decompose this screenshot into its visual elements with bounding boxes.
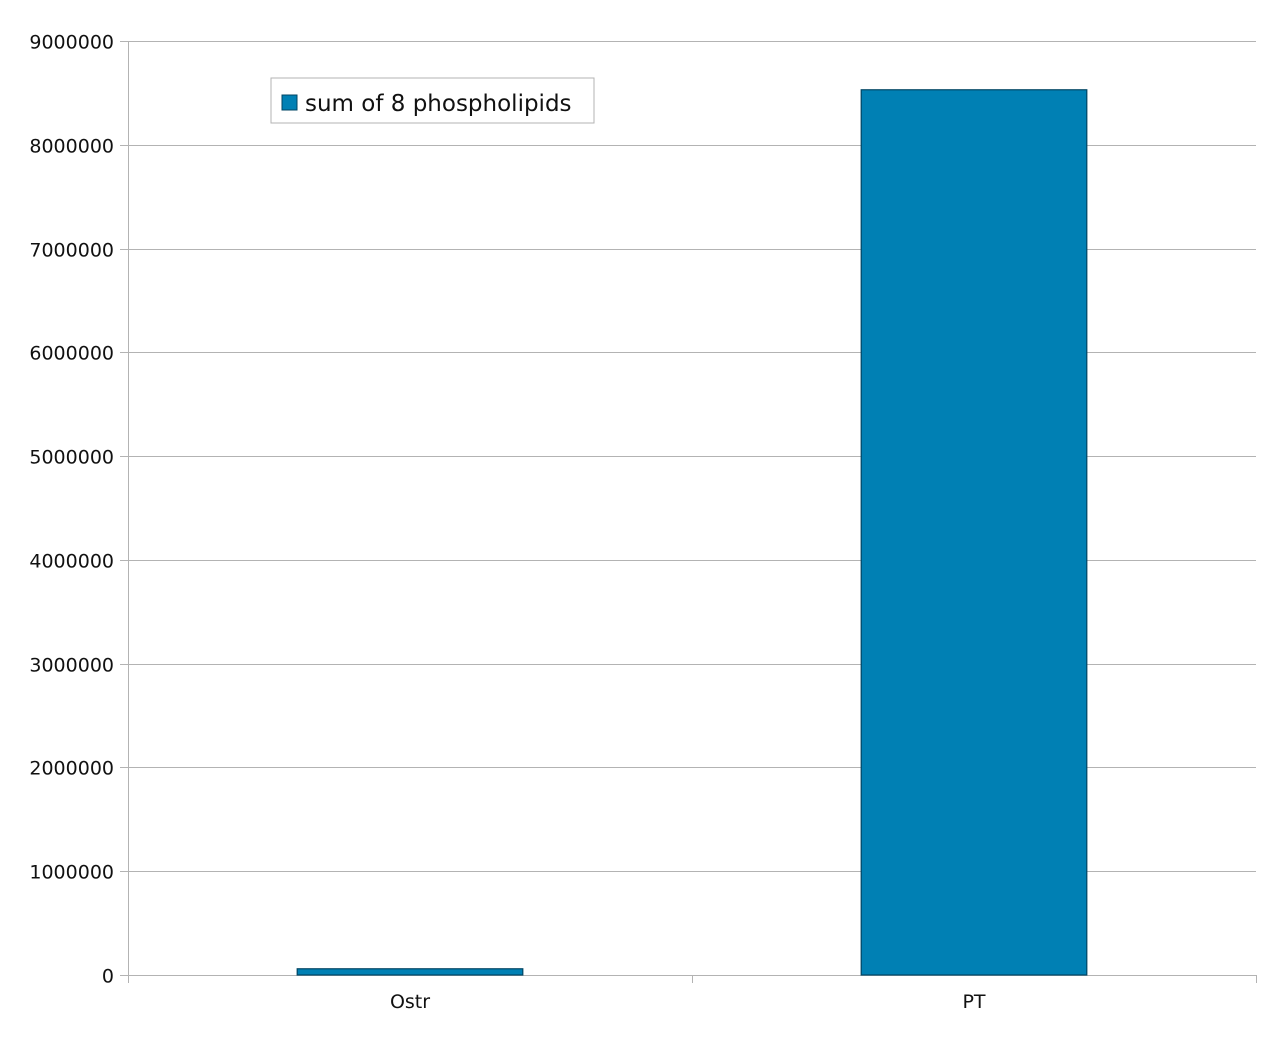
legend-box [270,77,595,124]
y-tick-label: 0 [102,966,114,988]
y-tick-label: 4000000 [29,551,114,573]
y-tick-label: 7000000 [29,240,114,262]
axes [128,41,1257,983]
bar-pt [860,89,1088,976]
legend-label: sum of 8 phospholipids [305,91,572,117]
y-tick-label: 6000000 [29,343,114,365]
y-tick-label: 8000000 [29,136,114,158]
y-tick-label: 9000000 [29,32,114,54]
x-axis-category-labels: Ostr PT [390,991,986,1013]
bar-ostr [296,968,524,976]
legend: sum of 8 phospholipids [270,77,595,124]
bars [296,89,1088,976]
legend-swatch [281,94,298,111]
y-tick-label: 1000000 [29,862,114,884]
y-tick-label: 2000000 [29,758,114,780]
x-category-label: PT [962,991,985,1013]
y-tick-label: 5000000 [29,447,114,469]
x-category-label: Ostr [390,991,430,1013]
y-axis-tick-labels: 0 1000000 2000000 3000000 4000000 5000000 6000… [29,32,114,988]
y-tick-label: 3000000 [29,655,114,677]
gridlines [120,41,1256,976]
